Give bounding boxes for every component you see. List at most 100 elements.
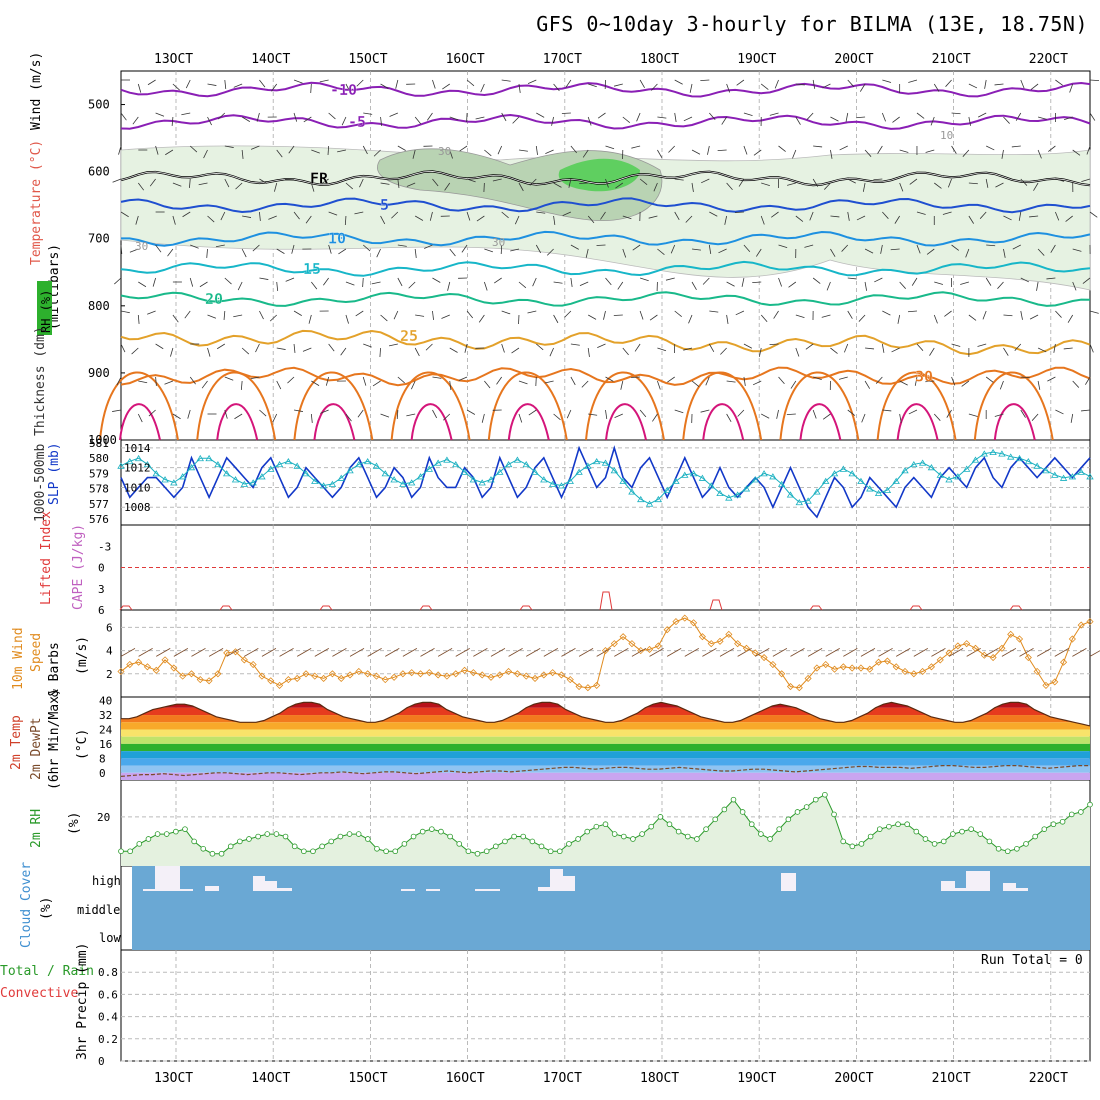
wind-barb	[120, 310, 130, 314]
wind-barb-10m	[138, 648, 153, 657]
rh-point	[630, 836, 636, 842]
wind-barb-10m	[1054, 648, 1069, 657]
wind-barb	[518, 413, 523, 423]
wind-barb	[1003, 116, 1010, 124]
wind-barb	[137, 413, 143, 423]
wind-barb	[185, 79, 191, 89]
rh-point	[310, 848, 316, 855]
temp-contour	[120, 197, 1091, 214]
wind-barb	[824, 182, 831, 190]
wind-barb	[945, 79, 952, 87]
wind-barb	[527, 79, 537, 85]
wind-point	[531, 674, 539, 683]
wind-point	[601, 647, 610, 655]
cloud-high-bar	[941, 881, 955, 891]
ylabel-precip-total: Total / Rain	[0, 964, 94, 979]
thickness-point	[716, 489, 724, 497]
wind-barb	[743, 244, 751, 253]
wind-barb	[310, 413, 313, 423]
temp-contour-35	[605, 403, 647, 441]
wind-barb	[484, 248, 494, 253]
wind-barb	[288, 145, 295, 154]
top-date-label: 14OCT	[251, 52, 290, 67]
wind-barb	[449, 116, 459, 121]
temp-band	[121, 722, 1090, 730]
wind-point	[390, 673, 398, 681]
wind-barb	[639, 409, 647, 418]
wind-barb	[951, 343, 961, 347]
wind-point	[557, 671, 566, 679]
wind-barb	[691, 182, 694, 192]
cloud-high-bar	[253, 876, 265, 891]
rh-point	[950, 831, 956, 837]
wind-barb-10m	[279, 648, 294, 657]
temp-contour-label: 25	[400, 327, 418, 345]
wind-barb	[1067, 314, 1074, 323]
thickness-point	[1051, 471, 1059, 478]
wind-point	[1042, 681, 1050, 689]
wind-barb	[518, 182, 524, 192]
rh-point	[145, 836, 152, 842]
wind-barb	[259, 178, 268, 184]
temp-band	[121, 707, 1090, 716]
wind-barb	[605, 409, 608, 419]
thickness-point	[346, 467, 354, 474]
wind-barb	[674, 112, 677, 122]
wind-barb	[189, 376, 196, 385]
wind-barb	[858, 314, 866, 322]
wind-barb	[822, 413, 831, 420]
wind-barb	[276, 380, 282, 390]
wind-barb	[864, 149, 872, 157]
wind-barb	[535, 145, 538, 155]
wind-barb-10m	[208, 648, 224, 657]
wind-barb	[432, 376, 442, 379]
top-date-label: 22OCT	[1029, 52, 1068, 67]
ylabel-cloud-units: (%)	[39, 897, 54, 920]
wind-barb	[319, 79, 329, 83]
thickness-point	[443, 456, 451, 463]
temp-ylabel: 2m Temp	[9, 715, 24, 770]
wind-point	[179, 672, 187, 680]
wind-barb	[137, 83, 142, 93]
wind-barb	[237, 281, 243, 291]
wind-barb	[320, 178, 329, 185]
wind-point	[830, 665, 839, 673]
wind-barb	[466, 409, 476, 415]
wind-point	[628, 640, 636, 648]
wind-barb	[830, 149, 833, 159]
wind-barb	[933, 314, 938, 324]
temp-band	[121, 715, 1090, 723]
wind-point	[875, 658, 883, 666]
wind-point	[866, 665, 874, 673]
wind-barb	[320, 409, 329, 414]
wind-barb	[379, 347, 381, 358]
wind-barb	[397, 145, 406, 151]
thickness-point	[249, 479, 257, 486]
wind-barb-10m	[966, 648, 981, 657]
wind-barb	[206, 248, 208, 259]
thickness-point	[1068, 473, 1077, 480]
wind-point	[346, 671, 354, 679]
wind-barb-10m	[296, 648, 312, 657]
wind-barb	[371, 281, 381, 285]
wind-barb	[653, 182, 658, 192]
wind-barb	[911, 277, 918, 286]
li-tick-label: 6	[98, 604, 105, 617]
wind-barb	[838, 376, 848, 380]
wind-barb	[933, 83, 940, 92]
wind-barb	[1012, 244, 1021, 250]
wind-point	[795, 684, 803, 692]
wind-barb	[743, 343, 753, 349]
wind-barb	[241, 347, 250, 355]
wind-barb	[271, 83, 278, 92]
wind-barb	[234, 413, 243, 420]
rh-point	[895, 821, 901, 828]
ylabel-temp-units: (°C)	[75, 729, 90, 760]
pressure-tick-label: 800	[88, 299, 110, 313]
wind-barb	[892, 116, 900, 123]
thickness-point	[998, 450, 1006, 457]
wind-barb	[1085, 376, 1091, 385]
wind-barb	[345, 83, 351, 93]
wind-barb	[717, 149, 727, 152]
run-total: Run Total = 0	[981, 953, 1083, 968]
